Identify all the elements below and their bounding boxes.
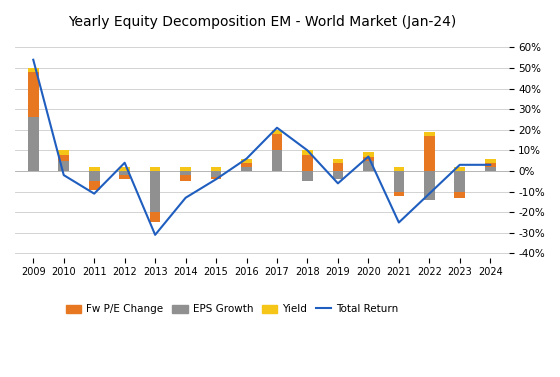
- Total Return: [487, 162, 493, 167]
- Bar: [180, 171, 191, 175]
- Bar: [241, 167, 252, 171]
- Total Return: [365, 154, 372, 159]
- Legend: Fw P/E Change, EPS Growth, Yield, Total Return: Fw P/E Change, EPS Growth, Yield, Total …: [62, 300, 403, 319]
- Bar: [150, 167, 161, 171]
- Bar: [28, 118, 39, 171]
- Total Return: [426, 192, 433, 196]
- Total Return: [182, 196, 189, 200]
- Total Return: [152, 233, 158, 237]
- Bar: [363, 161, 374, 171]
- Bar: [394, 192, 404, 196]
- Bar: [302, 150, 313, 155]
- Bar: [28, 68, 39, 72]
- Bar: [455, 192, 465, 198]
- Total Return: [334, 181, 341, 185]
- Bar: [58, 150, 69, 155]
- Bar: [333, 159, 343, 163]
- Bar: [119, 175, 130, 179]
- Bar: [89, 167, 100, 171]
- Bar: [424, 171, 435, 200]
- Bar: [424, 136, 435, 171]
- Bar: [272, 130, 282, 134]
- Total Return: [30, 58, 36, 62]
- Bar: [272, 134, 282, 150]
- Bar: [394, 171, 404, 192]
- Bar: [241, 159, 252, 163]
- Bar: [241, 163, 252, 167]
- Bar: [272, 150, 282, 171]
- Bar: [119, 167, 130, 171]
- Total Return: [243, 156, 250, 161]
- Bar: [58, 155, 69, 161]
- Total Return: [304, 148, 311, 153]
- Bar: [333, 163, 343, 171]
- Bar: [58, 161, 69, 171]
- Bar: [485, 163, 496, 167]
- Total Return: [274, 126, 281, 130]
- Bar: [455, 171, 465, 192]
- Bar: [150, 212, 161, 222]
- Total Return: [60, 173, 67, 177]
- Bar: [119, 171, 130, 175]
- Total Return: [213, 177, 220, 181]
- Bar: [333, 171, 343, 179]
- Bar: [302, 171, 313, 181]
- Bar: [363, 156, 374, 161]
- Bar: [363, 152, 374, 156]
- Bar: [485, 159, 496, 163]
- Bar: [89, 171, 100, 181]
- Bar: [485, 167, 496, 171]
- Total Return: [395, 220, 402, 225]
- Bar: [89, 181, 100, 190]
- Total Return: [456, 162, 463, 167]
- Total Return: [122, 161, 128, 165]
- Bar: [180, 175, 191, 181]
- Bar: [28, 72, 39, 118]
- Bar: [211, 171, 221, 177]
- Total Return: [91, 192, 97, 196]
- Bar: [211, 167, 221, 171]
- Bar: [394, 167, 404, 171]
- Bar: [455, 167, 465, 171]
- Title: Yearly Equity Decomposition EM - World Market (Jan-24): Yearly Equity Decomposition EM - World M…: [68, 15, 456, 29]
- Bar: [150, 171, 161, 212]
- Line: Total Return: Total Return: [33, 60, 490, 235]
- Bar: [302, 155, 313, 171]
- Bar: [180, 167, 191, 171]
- Bar: [424, 132, 435, 136]
- Bar: [211, 177, 221, 179]
